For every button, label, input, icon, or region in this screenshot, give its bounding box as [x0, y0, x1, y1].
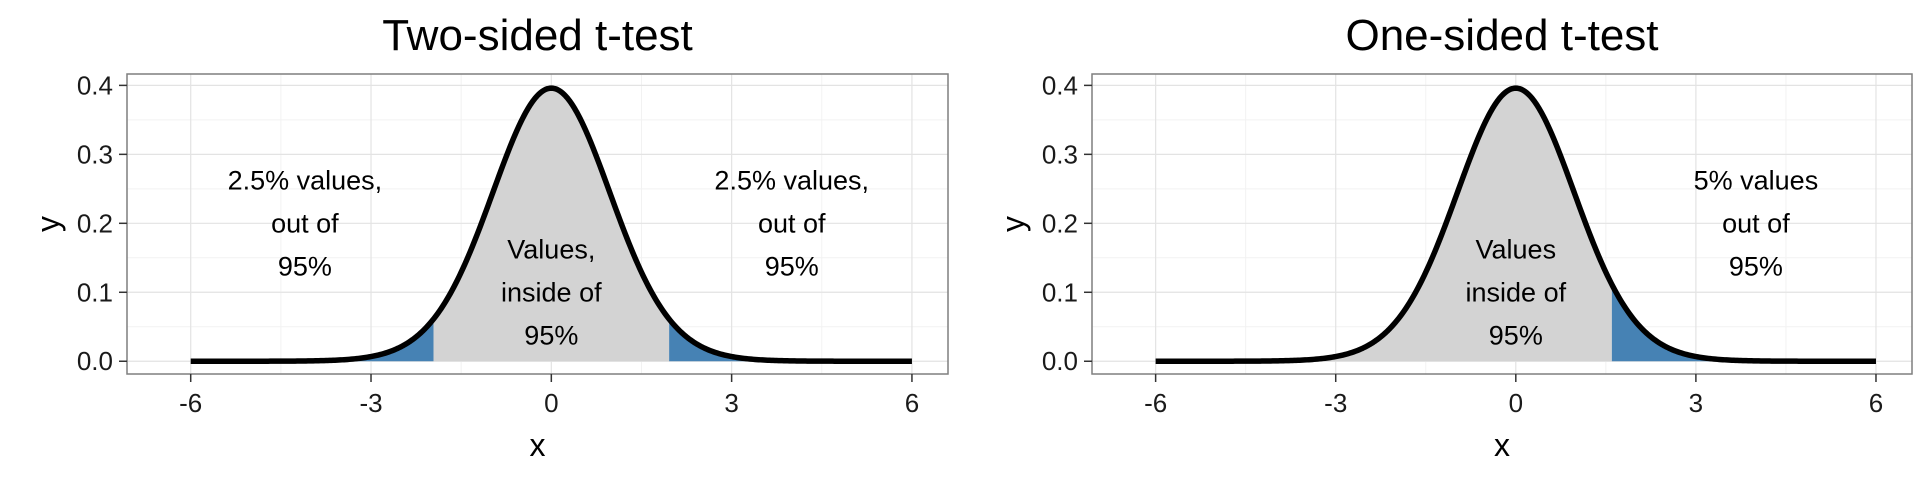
- y-tick-label: 0.0: [1042, 346, 1078, 376]
- x-tick-label: 6: [1869, 388, 1883, 418]
- annotation-line: inside of: [501, 277, 602, 307]
- annotation-line: out of: [758, 208, 826, 238]
- panel-1: 2.5% values, out of 95% Values, inside of 95%…: [30, 11, 949, 463]
- annotation-line: 2.5% values,: [228, 165, 383, 195]
- x-tick-label: -3: [359, 388, 382, 418]
- annotation-line: out of: [271, 208, 339, 238]
- rejection-region-1: [190, 319, 434, 362]
- chart-title: Two-sided t-test: [382, 11, 693, 60]
- y-axis-title: y: [995, 216, 1031, 232]
- x-tick-label: -6: [1144, 388, 1167, 418]
- density-curve: [1154, 85, 1877, 364]
- annotation-line: Values: [1476, 234, 1557, 264]
- annotation-line: 2.5% values,: [714, 165, 869, 195]
- y-tick-label: 0.3: [1042, 139, 1078, 169]
- annotation-line: 95%: [524, 320, 578, 350]
- annotation-line: 95%: [1489, 320, 1543, 350]
- annotation-line: 95%: [278, 251, 332, 281]
- x-tick-label: 6: [905, 388, 919, 418]
- acceptance-region-1: [1155, 88, 1612, 362]
- y-tick-label: 0.4: [77, 70, 113, 100]
- annotation-line: 95%: [765, 251, 819, 281]
- x-tick-label: 3: [1689, 388, 1703, 418]
- annotation-line: 95%: [1729, 251, 1783, 281]
- density-curve: [189, 85, 913, 364]
- acceptance-region-2: [433, 88, 670, 362]
- x-tick-label: 0: [544, 388, 558, 418]
- annotation-2: Values, inside of 95%: [501, 234, 602, 350]
- rejection-region-3: [669, 319, 912, 362]
- y-tick-label: 0.4: [1042, 70, 1078, 100]
- chart-title: One-sided t-test: [1345, 11, 1658, 60]
- annotation-3: 2.5% values, out of 95%: [714, 165, 869, 281]
- annotation-1: 2.5% values, out of 95%: [228, 165, 383, 281]
- annotation-line: Values,: [507, 234, 595, 264]
- annotation-line: out of: [1722, 208, 1790, 238]
- y-tick-label: 0.1: [77, 277, 113, 307]
- annotation-1: Values inside of 95%: [1466, 234, 1567, 350]
- x-axis-title: x: [1494, 427, 1510, 463]
- x-tick-label: 3: [724, 388, 738, 418]
- annotation-line: 5% values: [1694, 165, 1819, 195]
- y-axis-title: y: [30, 216, 66, 232]
- x-tick-label: -6: [179, 388, 202, 418]
- y-tick-label: 0.3: [77, 139, 113, 169]
- x-tick-label: -3: [1324, 388, 1347, 418]
- y-tick-label: 0.1: [1042, 277, 1078, 307]
- annotation-line: inside of: [1466, 277, 1567, 307]
- x-axis-title: x: [530, 427, 546, 463]
- annotation-2: 5% values out of 95%: [1694, 165, 1819, 281]
- y-tick-label: 0.2: [77, 208, 113, 238]
- panel-2: Values inside of 95% 5% values out of 95% -6 -3…: [995, 11, 1913, 463]
- rejection-region-2: [1611, 284, 1876, 362]
- y-tick-label: 0.2: [1042, 208, 1078, 238]
- y-tick-label: 0.0: [77, 346, 113, 376]
- x-tick-label: 0: [1509, 388, 1523, 418]
